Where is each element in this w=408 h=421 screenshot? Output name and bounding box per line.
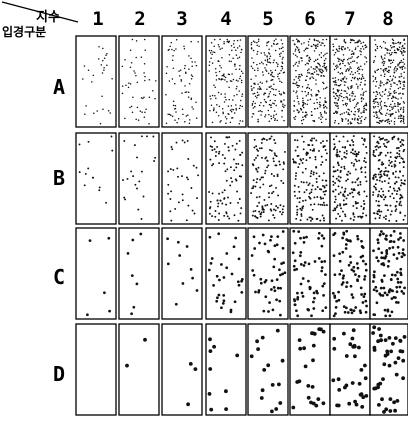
swatch-d-5 — [247, 323, 289, 416]
column-label-2: 2 — [134, 8, 146, 30]
swatch-b-2 — [118, 132, 160, 225]
swatch-d-3 — [161, 323, 203, 416]
swatch-a-1 — [75, 35, 117, 128]
swatch-d-2 — [118, 323, 160, 416]
column-label-5: 5 — [262, 8, 274, 30]
swatch-c-8 — [369, 227, 408, 320]
swatch-a-5 — [247, 35, 289, 128]
column-label-1: 1 — [92, 8, 104, 30]
header-diagonal — [1, 1, 79, 23]
swatch-b-5 — [247, 132, 289, 225]
swatch-c-6 — [289, 227, 331, 320]
swatch-a-4 — [205, 35, 247, 128]
swatch-b-6 — [289, 132, 331, 225]
swatch-b-8 — [369, 132, 408, 225]
column-label-7: 7 — [344, 8, 356, 30]
swatch-d-4 — [205, 323, 247, 416]
swatch-b-4 — [205, 132, 247, 225]
swatch-d-8 — [369, 323, 408, 416]
swatch-d-6 — [289, 323, 331, 416]
swatch-b-1 — [75, 132, 117, 225]
swatch-c-7 — [329, 227, 371, 320]
swatch-c-1 — [75, 227, 117, 320]
swatch-b-3 — [161, 132, 203, 225]
row-label-c: C — [52, 265, 66, 289]
swatch-d-7 — [329, 323, 371, 416]
row-label-a: A — [52, 75, 66, 99]
swatch-d-1 — [75, 323, 117, 416]
row-label-d: D — [52, 362, 66, 386]
swatch-a-7 — [329, 35, 371, 128]
swatch-b-7 — [329, 132, 371, 225]
column-label-8: 8 — [382, 8, 394, 30]
swatch-a-8 — [369, 35, 408, 128]
swatch-c-5 — [247, 227, 289, 320]
swatch-a-2 — [118, 35, 160, 128]
column-label-6: 6 — [304, 8, 316, 30]
swatch-c-3 — [161, 227, 203, 320]
swatch-c-4 — [205, 227, 247, 320]
column-label-4: 4 — [220, 8, 232, 30]
swatch-a-3 — [161, 35, 203, 128]
row-label-b: B — [52, 166, 66, 190]
column-label-3: 3 — [176, 8, 188, 30]
swatch-c-2 — [118, 227, 160, 320]
swatch-a-6 — [289, 35, 331, 128]
grade-header-label: 입경구분 — [2, 25, 47, 39]
index-header-label: 지수 — [36, 10, 60, 25]
